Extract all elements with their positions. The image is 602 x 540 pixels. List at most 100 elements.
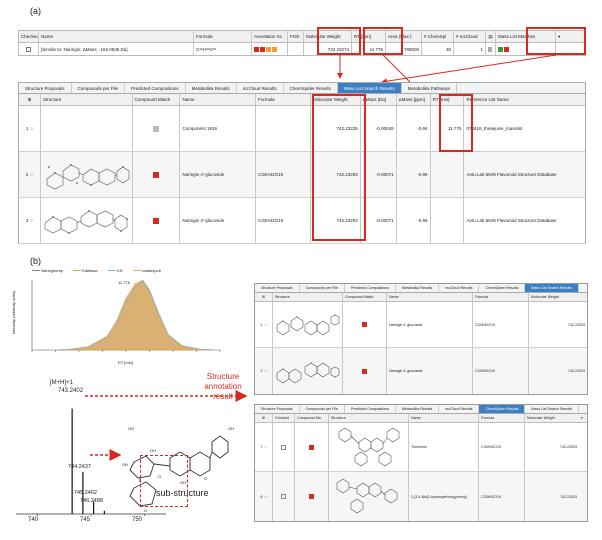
row-index: 8 ≡ bbox=[255, 472, 273, 521]
col-name[interactable]: Name bbox=[180, 94, 257, 105]
col-mzcloud[interactable]: # mzCloud bbox=[454, 31, 486, 42]
results-b2-header: ⊞ Checked Compound Ma Structure Name For… bbox=[255, 414, 587, 423]
tab-chemspider-results[interactable]: ChemSpider Results bbox=[479, 405, 526, 413]
tab-metabolika-results[interactable]: Metabolika Results bbox=[186, 83, 237, 93]
tab-mzcloud-results[interactable]: mzCloud Results bbox=[439, 284, 480, 292]
arrow-masslist bbox=[381, 54, 557, 85]
tab-mass-list-search-results[interactable]: Mass List Search Results bbox=[337, 83, 402, 93]
row-mw: 742.23225 bbox=[311, 106, 361, 151]
tab-metabolika-results[interactable]: Metabolika Results bbox=[396, 284, 440, 292]
tab-chemspider-results[interactable]: ChemSpider Results bbox=[284, 83, 338, 93]
col-name[interactable]: Name bbox=[39, 31, 194, 42]
col-formula[interactable]: Formula bbox=[473, 293, 529, 301]
col-mw[interactable]: Molecular Weight bbox=[531, 295, 559, 299]
column-chooser-icon[interactable]: ▾ bbox=[581, 416, 583, 420]
row-formula: C33H42O19 bbox=[256, 198, 311, 243]
tab-compounds-per-file[interactable]: Compounds per File bbox=[72, 83, 126, 93]
filter-icon[interactable]: ▤ bbox=[486, 31, 496, 42]
legend-item: collab4puti bbox=[132, 268, 161, 273]
tab-predicted-compositions[interactable]: Predicted Compositions bbox=[345, 284, 396, 292]
pin-icon[interactable]: ⊞ bbox=[255, 293, 273, 301]
col-name[interactable]: Name bbox=[387, 293, 473, 301]
row-checkbox[interactable] bbox=[273, 472, 295, 521]
col-formula[interactable]: Formula bbox=[194, 31, 252, 42]
tab-chemspider-results[interactable]: ChemSpider Results bbox=[479, 284, 526, 292]
col-area[interactable]: Area (Max.) bbox=[386, 31, 422, 42]
table-row[interactable]: 1 ≡ Naringin 4'-glucoside C33H42O19 742.2… bbox=[255, 302, 587, 348]
col-annotation[interactable]: Annotation Sc bbox=[252, 31, 288, 42]
mol-atom-label: OH bbox=[128, 426, 134, 431]
tab-mass-list-search-results[interactable]: Mass List Search Results bbox=[525, 284, 579, 292]
row-name: Naringin 4'-glucoside bbox=[180, 152, 257, 197]
tab-structure-proposals[interactable]: Structure Proposals bbox=[255, 284, 300, 292]
tab-compounds-per-file[interactable]: Compounds per File bbox=[300, 284, 345, 292]
tab-predicted-compositions[interactable]: Predicted Compositions bbox=[125, 83, 186, 93]
pin-icon[interactable]: ⊞ bbox=[255, 414, 273, 422]
column-chooser-icon[interactable]: ▾ bbox=[558, 33, 561, 39]
col-dmass-da[interactable]: ΔMass [Da] bbox=[361, 94, 397, 105]
col-chemspi[interactable]: # ChemSpi bbox=[422, 31, 454, 42]
row-area: 788500 bbox=[386, 43, 422, 55]
table-row[interactable]: 2 ≡ Naringin 4'-glucoside C33H42O19 742.2… bbox=[255, 348, 587, 394]
row-mw: 742.23203 bbox=[560, 445, 577, 449]
highlight-substructure bbox=[140, 455, 188, 507]
row-name: Component 1816 bbox=[180, 106, 257, 151]
table-row[interactable]: 7 ≡ Troxerutin C33H42O19 742.23203 bbox=[255, 423, 587, 472]
table-row[interactable]: 2 ≡ Naringin 4'-glucoside C33H42O19 742.2… bbox=[19, 152, 585, 198]
results-a-header: ⊞ Structure Compound Match Name Formula … bbox=[19, 94, 585, 106]
col-compound-match[interactable]: Compound Ma bbox=[295, 414, 329, 422]
row-ref: Antu Lab 6549 Flavonoid Structure Databa… bbox=[466, 218, 557, 223]
panel-a-label: (a) bbox=[30, 6, 41, 16]
col-structure[interactable]: Structure bbox=[329, 414, 409, 422]
compound-match-indicator bbox=[343, 348, 387, 394]
row-dmass: -0.00071 bbox=[361, 198, 397, 243]
col-fish[interactable]: FISh bbox=[288, 31, 304, 42]
col-compound-match[interactable]: Compound Match bbox=[133, 94, 181, 105]
tab-compounds-per-file[interactable]: Compounds per File bbox=[300, 405, 345, 413]
col-rt[interactable]: RT [min] bbox=[352, 31, 386, 42]
row-checkbox[interactable] bbox=[19, 43, 39, 55]
col-checked[interactable]: Checked bbox=[19, 31, 39, 42]
col-formula[interactable]: Formula bbox=[479, 414, 525, 422]
col-mw[interactable]: Molecular Weight bbox=[527, 416, 555, 420]
tab-structure-proposals[interactable]: Structure Proposals bbox=[19, 83, 72, 93]
row-formula: C33H42O19 bbox=[256, 152, 311, 197]
col-masslist[interactable]: Mass List Matches bbox=[496, 31, 556, 42]
col-structure[interactable]: Structure bbox=[41, 94, 133, 105]
chromatogram-panel: Naringenrep Kalibase CN collab4puti Inte… bbox=[10, 268, 228, 370]
structure-thumbnail bbox=[329, 423, 409, 471]
spectrum-xaxis: 740 745 750 bbox=[16, 517, 166, 527]
substructure-label: sub-structure bbox=[156, 488, 209, 498]
tab-mass-list-search-results[interactable]: Mass List Search Results bbox=[525, 405, 579, 413]
col-formula[interactable]: Formula bbox=[256, 94, 311, 105]
structure-empty bbox=[41, 106, 133, 151]
row-index: 1 ≡ bbox=[255, 302, 273, 347]
col-name[interactable]: Name bbox=[409, 414, 479, 422]
row-formula bbox=[256, 106, 311, 151]
substructure-molecule: OH OH OH O O OH OH O sub-structure bbox=[120, 418, 240, 523]
col-structure[interactable]: Structure bbox=[273, 293, 343, 301]
tab-mzcloud-results[interactable]: mzCloud Results bbox=[439, 405, 480, 413]
pin-icon[interactable]: ⊞ bbox=[19, 94, 41, 105]
table-row[interactable]: 3 ≡ Naringin 4'-glucoside C33H42O19 742.2… bbox=[19, 198, 585, 244]
mol-atom-label: O bbox=[144, 508, 148, 513]
row-checkbox[interactable] bbox=[273, 423, 295, 471]
table-row[interactable]: 1 ≡ Component 1816 742.23225 -0.00049 -0.… bbox=[19, 106, 585, 152]
tab-predicted-compositions[interactable]: Predicted Compositions bbox=[345, 405, 396, 413]
tab-metabolika-pathways[interactable]: Metabolika Pathways bbox=[402, 83, 458, 93]
col-reference-list[interactable]: Reference List Name bbox=[466, 97, 509, 102]
tab-structure-proposals[interactable]: Structure Proposals bbox=[255, 405, 300, 413]
col-mw[interactable]: Molecular Weight bbox=[304, 31, 352, 42]
col-mw[interactable]: Molecular Weight bbox=[311, 94, 361, 105]
col-dmass-ppm[interactable]: ΔMass [ppm] bbox=[397, 94, 431, 105]
tab-metabolika-results[interactable]: Metabolika Results bbox=[396, 405, 440, 413]
table-row[interactable]: [Similar to: Naringin; ΔMass: -162.0535 … bbox=[19, 43, 585, 55]
col-checked[interactable]: Checked bbox=[273, 414, 295, 422]
row-formula: C33H42O19 bbox=[479, 472, 525, 521]
row-index: 3 ≡ bbox=[19, 198, 41, 243]
compounds-table: Checked Name Formula Annotation Sc FISh … bbox=[18, 30, 586, 56]
xtick: 750 bbox=[132, 517, 143, 523]
col-compound-match[interactable]: Compound Match bbox=[343, 293, 387, 301]
table-row[interactable]: 8 ≡ 2-(3,4-Bis(2-hydroxyethoxy)phenyl) C3… bbox=[255, 472, 587, 521]
tab-mzcloud-results[interactable]: mzCloud Results bbox=[237, 83, 284, 93]
